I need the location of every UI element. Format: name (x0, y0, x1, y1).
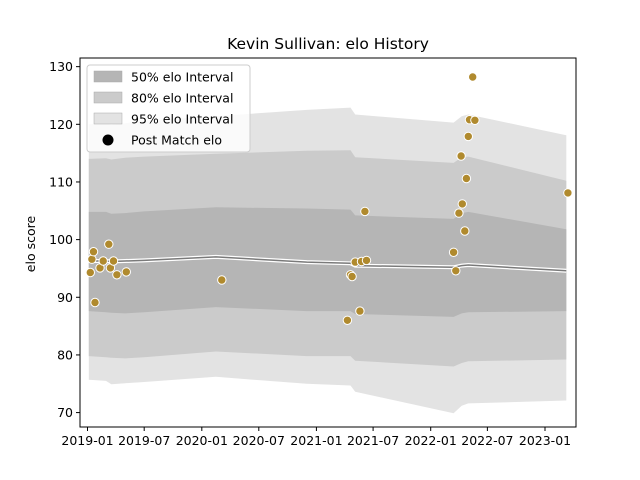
post-match-point (448, 247, 459, 258)
x-tick-label: 2022-07 (461, 433, 513, 448)
y-tick-label: 70 (57, 405, 73, 420)
post-match-point (454, 208, 464, 218)
post-match-point (355, 306, 365, 316)
post-match-point (470, 115, 480, 126)
x-tick-label: 2022-01 (405, 433, 457, 448)
x-tick-label: 2021-01 (290, 433, 342, 448)
x-tick-label: 2021-07 (347, 433, 399, 448)
y-tick-label: 110 (49, 174, 73, 189)
post-match-point (88, 247, 99, 257)
post-match-point (457, 199, 467, 209)
x-tick-label: 2019-01 (61, 433, 113, 448)
x-tick-label: 2020-07 (233, 433, 285, 448)
post-match-point (360, 206, 370, 217)
post-match-point (98, 256, 108, 266)
y-tick-label: 90 (57, 290, 73, 305)
post-match-point (112, 270, 122, 280)
legend-label: 50% elo Interval (131, 70, 233, 85)
y-tick-label: 120 (49, 117, 73, 132)
x-axis: 2019-01 2019-07 2020-01 2020-07 2021-01 2021-… (61, 427, 571, 448)
legend-box (86, 64, 251, 153)
post-match-point (121, 267, 132, 277)
interval-bands (88, 107, 567, 414)
y-tick-label: 130 (49, 59, 73, 74)
legend-marker (102, 134, 114, 146)
post-match-point (90, 297, 100, 308)
y-axis: 70 80 90 100 110 120 130 (49, 59, 80, 420)
chart-title: Kevin Sullivan: elo History (227, 35, 429, 53)
post-match-point (563, 188, 573, 198)
y-tick-label: 80 (57, 347, 73, 362)
plot-frame (79, 57, 577, 428)
legend-label: 80% elo Interval (131, 91, 233, 106)
post-match-point (456, 151, 466, 161)
x-tick-label: 2019-07 (118, 433, 170, 448)
legend: 50% elo Interval 80% elo Interval 95% elo … (86, 64, 251, 153)
post-match-point (108, 256, 119, 266)
post-match-point (463, 131, 473, 142)
legend-swatch (93, 112, 123, 125)
legend-swatch (93, 91, 123, 104)
y-axis-label: elo score (23, 216, 38, 273)
post-match-point (85, 267, 96, 278)
x-tick-label: 2020-01 (176, 433, 228, 448)
y-tick-label: 100 (49, 232, 73, 247)
post-match-point (87, 254, 97, 264)
legend-swatch (93, 70, 123, 83)
post-match-point (342, 315, 353, 325)
legend-label: Post Match elo (131, 133, 222, 148)
post-match-points (85, 72, 573, 325)
legend-label: 95% elo Interval (131, 112, 233, 127)
post-match-point (104, 239, 114, 249)
post-match-point (361, 255, 372, 266)
post-match-point (461, 173, 472, 184)
post-match-point (460, 226, 470, 236)
post-match-point (468, 72, 478, 82)
x-tick-label: 2023-01 (519, 433, 571, 448)
post-match-point (347, 271, 357, 282)
post-match-point (451, 266, 461, 276)
post-match-point (217, 275, 227, 285)
